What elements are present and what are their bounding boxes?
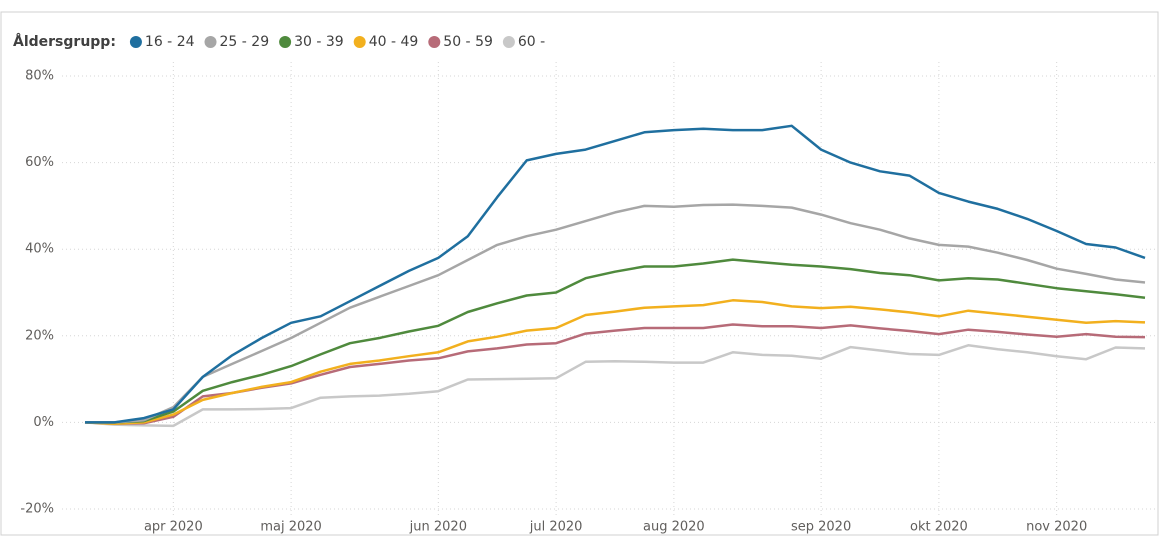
legend-label: 40 - 49 xyxy=(369,34,419,50)
legend-label: 60 - xyxy=(518,34,545,50)
x-tick-label: maj 2020 xyxy=(260,520,321,535)
series-line xyxy=(85,124,1146,424)
legend-marker xyxy=(502,36,515,48)
x-tick-label: nov 2020 xyxy=(1026,520,1087,535)
y-tick-label: -20% xyxy=(20,502,54,517)
x-tick-label: jul 2020 xyxy=(529,520,583,535)
x-tick-label: aug 2020 xyxy=(643,520,705,535)
legend-marker xyxy=(353,36,366,48)
legend-marker xyxy=(279,36,292,48)
legend-marker xyxy=(428,36,441,48)
y-tick-label: 40% xyxy=(25,242,54,257)
x-tick-label: sep 2020 xyxy=(791,520,851,535)
y-tick-label: 20% xyxy=(25,328,54,343)
legend-label: 30 - 39 xyxy=(294,34,344,50)
legend-label: 50 - 59 xyxy=(443,34,493,50)
x-tick-label: apr 2020 xyxy=(144,520,203,535)
frame xyxy=(0,11,1159,536)
y-tick-label: 0% xyxy=(33,415,54,430)
series-line xyxy=(84,299,1146,425)
y-tick-label: 60% xyxy=(25,155,54,170)
series-line xyxy=(84,344,1146,428)
legend-label: 25 - 29 xyxy=(220,34,270,50)
legend-label: 16 - 24 xyxy=(145,34,195,50)
legend-marker xyxy=(129,36,142,48)
x-tick-label: okt 2020 xyxy=(910,520,968,535)
x-tick-label: jun 2020 xyxy=(409,520,467,535)
legend-marker xyxy=(204,36,217,48)
y-tick-label: 80% xyxy=(25,69,54,84)
series-line xyxy=(85,258,1146,424)
legend-title: Åldersgrupp: xyxy=(13,33,116,50)
series-line xyxy=(85,203,1146,424)
